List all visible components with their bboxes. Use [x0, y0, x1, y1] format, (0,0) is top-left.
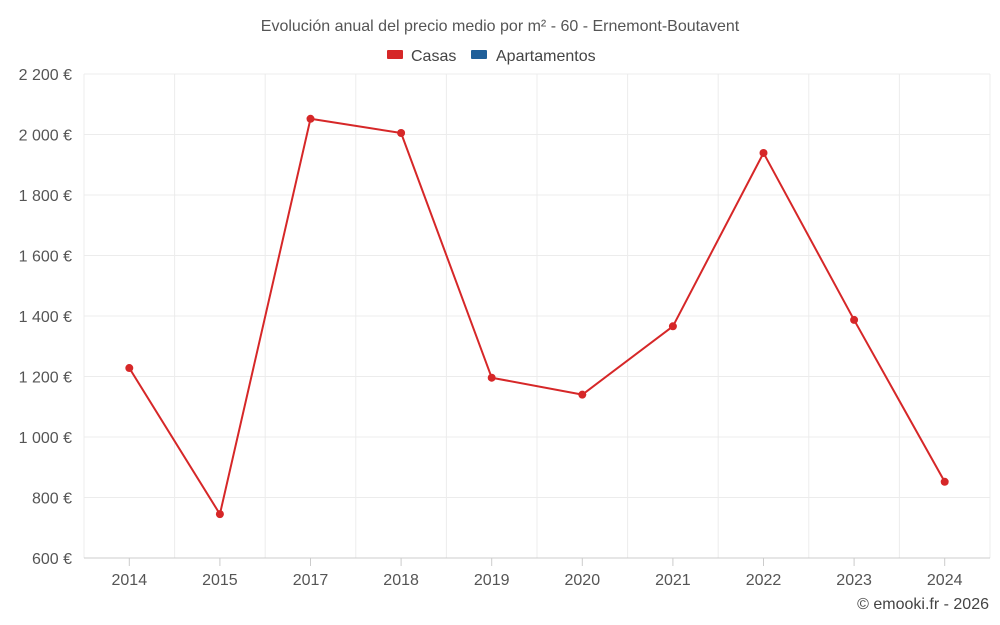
y-tick-label: 1 800 €	[19, 188, 72, 205]
data-point-casas-2019[interactable]	[487, 373, 496, 382]
x-axis-ticks: 2014 2015 2017 2018 2019 2020 2021 2022 2023 2024	[112, 558, 963, 589]
data-point-casas-2024[interactable]	[940, 477, 949, 486]
x-tick-label: 2019	[474, 572, 510, 589]
legend-swatch-apartamentos	[471, 50, 487, 59]
legend-label-apartamentos[interactable]: Apartamentos	[496, 48, 596, 65]
x-tick-label: 2023	[836, 572, 872, 589]
data-point-casas-2020[interactable]	[578, 390, 587, 399]
y-tick-label: 1 600 €	[19, 249, 72, 266]
grid	[83, 73, 991, 558]
y-axis-ticks: 600 € 800 € 1 000 € 1 200 € 1 400 € 1 600 € 1 …	[19, 67, 72, 568]
plot-area	[125, 114, 949, 519]
legend-label-casas[interactable]: Casas	[411, 48, 456, 65]
x-tick-label: 2021	[655, 572, 691, 589]
x-tick-label: 2018	[383, 572, 419, 589]
x-tick-label: 2024	[927, 572, 963, 589]
y-tick-label: 600 €	[32, 551, 72, 568]
legend: Casas Apartamentos	[387, 48, 596, 65]
chart-title: Evolución anual del precio medio por m² …	[261, 18, 740, 35]
y-tick-label: 1 400 €	[19, 309, 72, 326]
y-tick-label: 1 200 €	[19, 370, 72, 387]
data-point-casas-2021[interactable]	[668, 322, 677, 331]
x-tick-label: 2015	[202, 572, 238, 589]
x-tick-label: 2020	[565, 572, 601, 589]
credit-text: © emooki.fr - 2026	[857, 596, 989, 613]
y-tick-label: 800 €	[32, 491, 72, 508]
series-line-casas	[128, 117, 946, 516]
data-point-casas-2018[interactable]	[397, 128, 406, 137]
data-point-casas-2017[interactable]	[306, 114, 315, 123]
x-tick-label: 2017	[293, 572, 329, 589]
x-tick-label: 2014	[112, 572, 148, 589]
y-tick-label: 1 000 €	[19, 430, 72, 447]
y-tick-label: 2 200 €	[19, 67, 72, 84]
data-point-casas-2023[interactable]	[850, 315, 859, 324]
y-tick-label: 2 000 €	[19, 128, 72, 145]
data-point-casas-2015[interactable]	[215, 510, 224, 519]
x-tick-label: 2022	[746, 572, 782, 589]
data-point-casas-2022[interactable]	[759, 148, 768, 157]
data-point-casas-2014[interactable]	[125, 364, 134, 373]
legend-swatch-casas	[387, 50, 403, 59]
